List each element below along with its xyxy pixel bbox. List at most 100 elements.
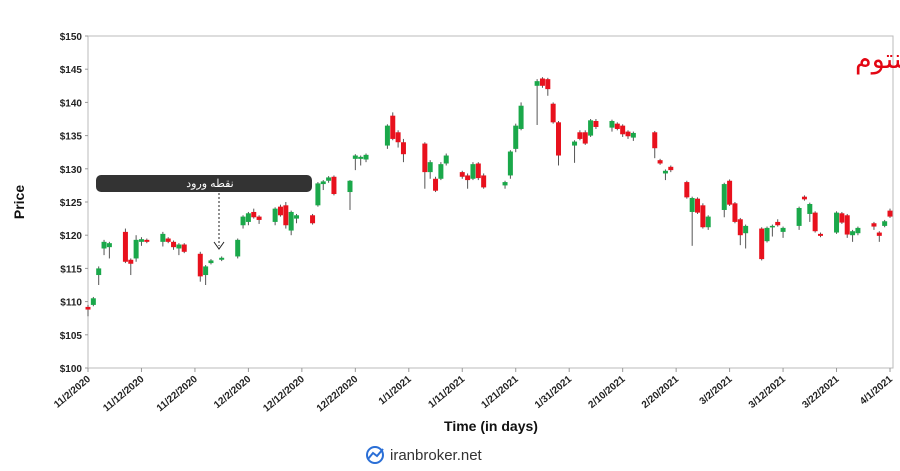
x-tick-label: 12/22/2020 <box>315 374 361 415</box>
x-tick-label: 11/12/2020 <box>101 374 146 415</box>
candle-body <box>614 123 620 129</box>
candle-body <box>609 120 615 128</box>
candle-body <box>721 184 727 210</box>
candle-body <box>122 231 128 262</box>
x-tick-label: 12/2/2020 <box>212 374 253 411</box>
candle-body <box>572 141 578 146</box>
x-tick-label: 11/2/2020 <box>52 374 93 411</box>
candle-body <box>272 208 278 222</box>
x-tick-label: 1/31/2021 <box>533 374 574 411</box>
annotation-box <box>96 175 312 192</box>
candle-body <box>518 105 524 129</box>
candle-body <box>400 142 406 155</box>
candle-body <box>363 154 369 160</box>
candle-body <box>850 231 856 236</box>
chart-title: استراتژی مومنتوم <box>855 44 900 75</box>
candle-body <box>882 221 888 226</box>
candle-body <box>144 239 150 242</box>
candle-body <box>347 180 353 193</box>
candle-body <box>283 205 289 226</box>
candle-body <box>764 227 770 242</box>
candle-body <box>737 219 743 236</box>
candle-body <box>507 151 513 176</box>
x-tick-label: 3/2/2021 <box>698 374 735 408</box>
y-tick-label: $105 <box>60 331 83 342</box>
candle-body <box>556 122 562 156</box>
candle-body <box>277 206 283 216</box>
candle-body <box>780 227 786 232</box>
candle-body <box>759 228 765 260</box>
grid: $100 $105 $110 $115 $120 $125 $130 $135 $140 $145… <box>52 32 895 414</box>
candle-body <box>844 215 850 235</box>
candle-body <box>871 223 877 227</box>
x-tick-label: 12/12/2020 <box>261 374 307 415</box>
x-tick-label: 2/20/2021 <box>640 374 681 411</box>
candle-body <box>582 132 588 144</box>
watermark-icon <box>366 446 384 464</box>
x-tick-label: 2/10/2021 <box>586 374 627 411</box>
candle-body <box>812 212 818 232</box>
candle-body <box>208 260 214 264</box>
candle-body <box>801 196 807 200</box>
candle-body <box>700 205 706 228</box>
x-tick-label: 1/11/2021 <box>426 374 467 411</box>
candle-body <box>101 241 107 249</box>
candle-body <box>390 115 396 139</box>
candle-body <box>315 183 321 206</box>
candle-body <box>138 239 144 242</box>
candle-body <box>160 233 166 242</box>
candle-body <box>106 243 112 248</box>
candle-body <box>288 211 294 231</box>
candle-body <box>588 120 594 136</box>
y-tick-label: $100 <box>60 364 83 375</box>
candle-body <box>534 81 540 86</box>
candle-body <box>620 125 626 135</box>
candle-body <box>481 175 487 188</box>
candle-body <box>90 298 96 305</box>
y-tick-label: $150 <box>60 32 83 43</box>
y-tick-label: $130 <box>60 165 83 176</box>
candle-body <box>577 132 583 139</box>
candle-body <box>326 177 332 181</box>
y-axis-label: Price <box>11 185 27 219</box>
candle-body <box>855 227 861 234</box>
candle-body <box>502 182 508 186</box>
candle-body <box>689 198 695 212</box>
y-tick-label: $135 <box>60 132 83 143</box>
candle-body <box>705 216 711 228</box>
x-tick-label: 1/1/2021 <box>377 374 414 408</box>
candle-body <box>219 257 225 260</box>
y-tick-label: $110 <box>60 298 82 309</box>
candle-body <box>395 132 401 143</box>
candle-body <box>358 156 364 159</box>
candle-body <box>320 181 326 185</box>
candle-body <box>652 132 658 149</box>
candles <box>85 77 893 317</box>
x-axis-label: Time (in days) <box>444 418 538 434</box>
x-tick-label: 1/21/2021 <box>480 374 521 411</box>
candle-body <box>133 239 139 259</box>
candle-body <box>245 213 251 222</box>
candle-body <box>475 163 481 179</box>
candle-body <box>128 259 134 264</box>
candle-body <box>657 160 663 164</box>
candle-body <box>695 198 701 213</box>
candle-body <box>630 132 636 138</box>
candle-body <box>839 213 845 223</box>
candle-body <box>470 164 476 179</box>
candle-body <box>171 241 177 248</box>
candle-body <box>727 180 733 205</box>
y-tick-label: $125 <box>60 198 83 209</box>
candle-body <box>85 306 91 310</box>
candle-body <box>443 155 449 164</box>
candle-body <box>459 172 465 177</box>
candle-body <box>550 103 556 123</box>
candle-body <box>465 175 471 181</box>
x-tick-label: 4/1/2021 <box>858 374 895 408</box>
candle-body <box>593 120 599 127</box>
candle-body <box>256 216 262 220</box>
candle-body <box>433 178 439 191</box>
candle-body <box>331 176 337 195</box>
annotation-arrowhead <box>213 241 225 250</box>
